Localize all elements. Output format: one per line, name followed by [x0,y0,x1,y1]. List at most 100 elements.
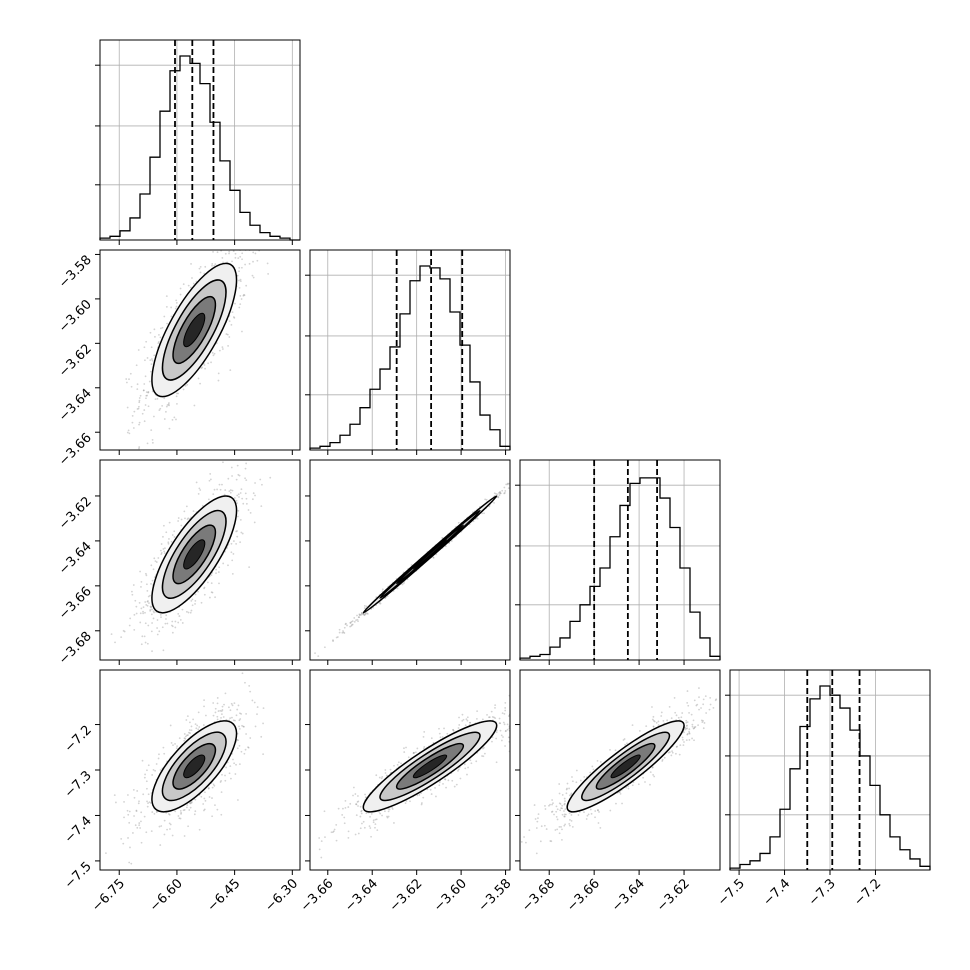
scatter-point [138,446,141,448]
scatter-point [209,478,212,481]
scatter-point [233,702,236,705]
scatter-point [239,712,241,715]
scatter-point [447,779,450,782]
scatter-point [358,614,361,617]
scatter-point [355,803,357,806]
scatter-point [320,856,323,859]
scatter-point [237,739,240,742]
scatter-point [506,728,509,731]
scatter-point [150,363,153,366]
scatter-point [230,777,232,780]
scatter-point [154,560,157,563]
scatter-point [207,362,210,365]
scatter-point [363,607,366,609]
scatter-point [238,496,240,498]
scatter-point [248,566,251,569]
scatter-point [237,704,240,707]
scatter-point [651,766,654,769]
scatter-point [199,265,202,268]
scatter-point [186,715,189,717]
scatter-point [160,825,163,827]
scatter-point [569,818,571,821]
scatter-point [159,327,162,330]
scatter-point [251,274,254,277]
scatter-point [653,720,656,723]
scatter-point [213,246,215,248]
scatter-point [131,593,134,596]
scatter-point [213,784,216,787]
scatter-point [256,713,258,716]
scatter-point [190,729,193,732]
scatter-point [153,354,156,357]
scatter-point [218,232,220,234]
scatter-point [216,808,219,811]
scatter-point [238,270,240,273]
scatter-point [135,364,138,367]
scatter-point [125,381,128,384]
scatter-point [323,646,326,649]
scatter-point [354,793,357,795]
scatter-point [216,715,219,718]
scatter-point [387,810,390,813]
scatter-point [187,284,190,287]
scatter-point [217,235,219,237]
scatter-point [566,787,568,790]
scatter-point [362,820,365,823]
scatter-point [203,587,205,590]
scatter-point [426,788,429,791]
scatter-point [238,763,241,766]
scatter-point [429,788,432,791]
scatter-point [356,801,359,803]
scatter-point [203,593,206,596]
scatter-point [307,836,309,838]
scatter-point [244,681,246,684]
scatter-point [652,719,655,722]
scatter-point [688,731,691,734]
scatter-point [211,351,214,354]
scatter-point [499,722,502,725]
scatter-point [504,707,507,709]
scatter-point [513,482,515,484]
scatter-point [423,731,426,733]
scatter-point [499,492,502,495]
scatter-point [128,861,131,864]
scatter-point [236,246,238,248]
scatter-point [161,626,164,629]
scatter-point [389,768,392,771]
scatter-point [214,596,216,599]
scatter-point [245,733,247,735]
scatter-point [152,610,155,613]
scatter-point [158,409,161,412]
scatter-point [512,479,514,481]
scatter-point [481,718,484,721]
scatter-point [517,478,519,480]
scatter-point [278,455,280,457]
scatter-point [434,787,436,789]
scatter-point [242,725,245,728]
scatter-point [570,792,573,795]
scatter-point [136,408,139,410]
scatter-point [224,243,226,245]
scatter-point [585,818,588,820]
scatter-point [514,693,516,695]
scatter-point [159,407,162,410]
scatter-point [351,620,354,623]
scatter-point [688,711,690,714]
scatter-point [498,491,501,494]
scatter-point [526,471,528,473]
scatter-point [229,709,232,712]
scatter-point [155,811,158,813]
scatter-point [152,493,154,495]
scatter-point [381,588,384,591]
scatter-point [236,464,239,467]
scatter-point [190,801,193,804]
scatter-point [156,619,159,621]
scatter-point [349,802,352,805]
scatter-point [228,336,231,338]
scatter-point [216,251,219,254]
scatter-point [189,732,191,735]
scatter-point [673,697,676,699]
scatter-point [140,586,142,588]
scatter-point [171,534,174,536]
scatter-point [115,801,117,804]
